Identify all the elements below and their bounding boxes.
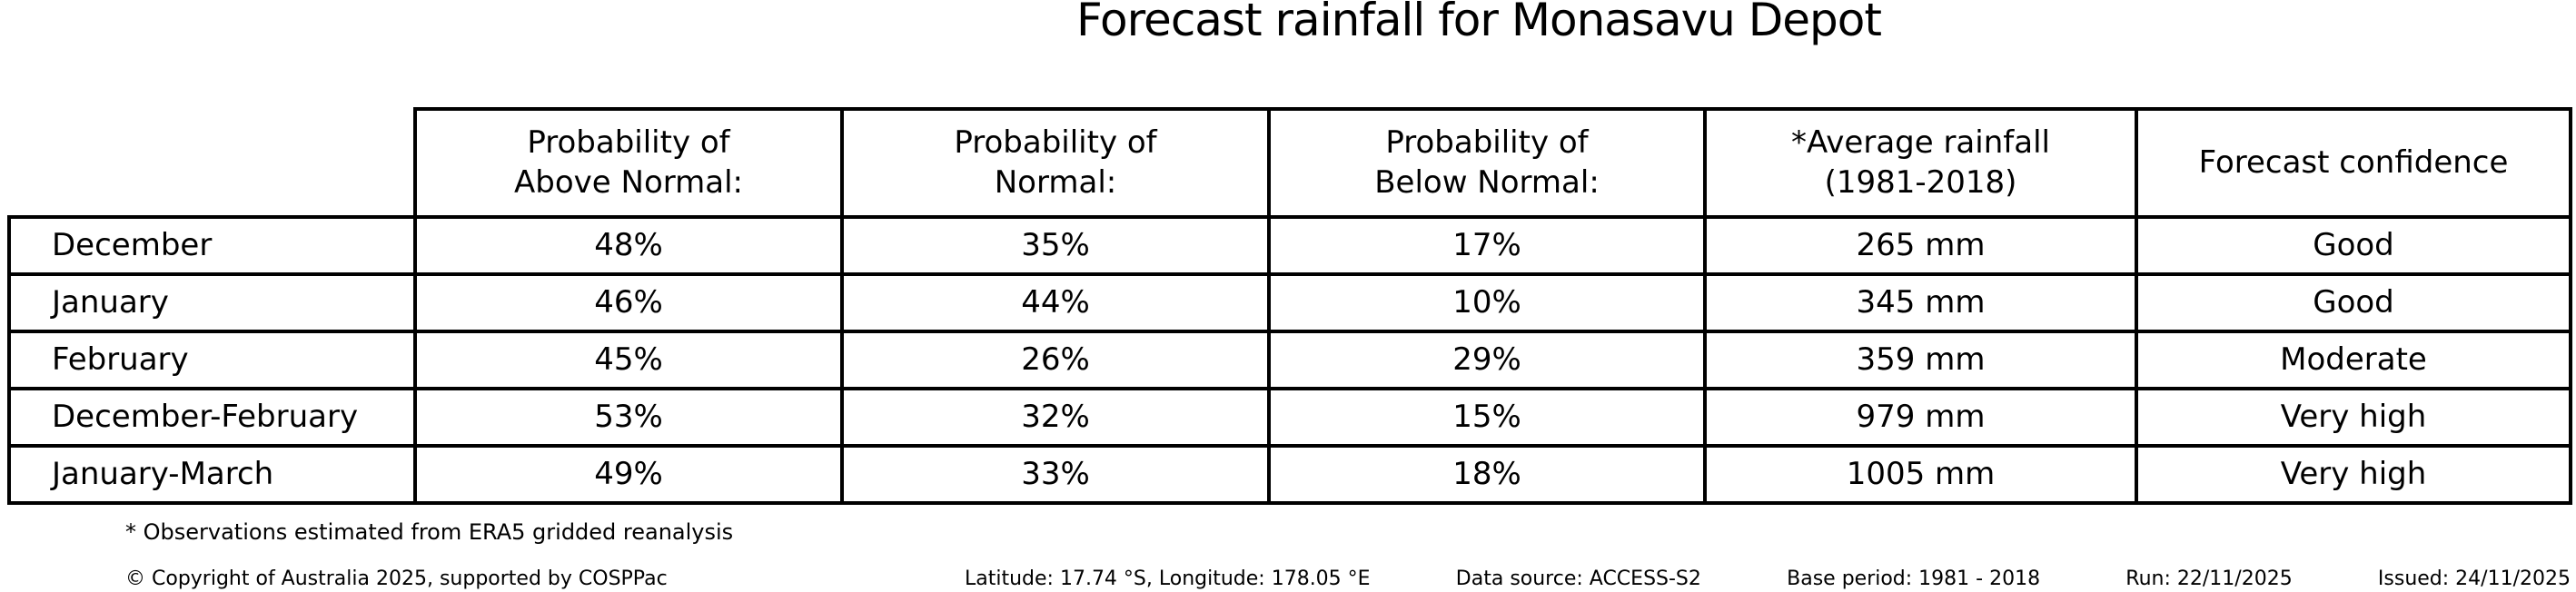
cell-february-below: 29% [1267, 330, 1707, 390]
header-text: Above Normal: [514, 163, 743, 201]
forecast-table: Probability of Above Normal: Probability… [7, 107, 2572, 505]
cell-february-above: 45% [413, 330, 844, 390]
cell-january-above: 46% [413, 272, 844, 333]
header-text: Forecast confidence [2198, 143, 2509, 181]
cell-december-february-confidence: Very high [2135, 387, 2572, 448]
cell-december-february-normal: 32% [840, 387, 1271, 448]
cell-february-normal: 26% [840, 330, 1271, 390]
table-row-january: January 46% 44% 10% 345 mm Good [7, 272, 2572, 333]
header-text: Below Normal: [1374, 163, 1600, 201]
header-cell-below-normal: Probability of Below Normal: [1267, 107, 1707, 219]
header-cell-forecast-confidence: Forecast confidence [2135, 107, 2572, 219]
table-header-row: Probability of Above Normal: Probability… [9, 107, 2572, 219]
copyright-text: © Copyright of Australia 2025, supported… [125, 567, 668, 590]
header-text: Probability of [954, 123, 1157, 161]
cell-december-above: 48% [413, 215, 844, 276]
table-row-january-march: January-March 49% 33% 18% 1005 mm Very h… [7, 444, 2572, 505]
header-cell-normal: Probability of Normal: [840, 107, 1271, 219]
cell-january-march-below: 18% [1267, 444, 1707, 505]
table-row-february: February 45% 26% 29% 359 mm Moderate [7, 330, 2572, 390]
row-label-december: December [7, 215, 417, 276]
page-title: Forecast rainfall for Monasavu Depot [1076, 0, 1882, 46]
cell-february-confidence: Moderate [2135, 330, 2572, 390]
cell-december-confidence: Good [2135, 215, 2572, 276]
issued-date-text: Issued: 24/11/2025 [2377, 567, 2571, 590]
row-label-january: January [7, 272, 417, 333]
cell-december-february-below: 15% [1267, 387, 1707, 448]
cell-december-below: 17% [1267, 215, 1707, 276]
table-row-december: December 48% 35% 17% 265 mm Good [7, 215, 2572, 276]
run-date-text: Run: 22/11/2025 [2125, 567, 2293, 590]
header-cell-average-rainfall: *Average rainfall (1981-2018) [1703, 107, 2138, 219]
cell-december-average: 265 mm [1703, 215, 2138, 276]
data-source-text: Data source: ACCESS-S2 [1455, 567, 1701, 590]
header-text: Normal: [994, 163, 1117, 201]
header-text: (1981-2018) [1824, 163, 2017, 201]
header-text: Probability of [527, 123, 730, 161]
cell-january-march-normal: 33% [840, 444, 1271, 505]
cell-december-normal: 35% [840, 215, 1271, 276]
header-cell-blank [9, 109, 415, 217]
cell-december-february-above: 53% [413, 387, 844, 448]
cell-january-march-confidence: Very high [2135, 444, 2572, 505]
cell-january-march-above: 49% [413, 444, 844, 505]
cell-december-february-average: 979 mm [1703, 387, 2138, 448]
row-label-january-march: January-March [7, 444, 417, 505]
cell-january-below: 10% [1267, 272, 1707, 333]
cell-january-average: 345 mm [1703, 272, 2138, 333]
header-cell-above-normal: Probability of Above Normal: [413, 107, 844, 219]
cell-january-march-average: 1005 mm [1703, 444, 2138, 505]
page-title-container: Forecast rainfall for Monasavu Depot [381, 0, 2576, 44]
cell-february-average: 359 mm [1703, 330, 2138, 390]
cell-january-normal: 44% [840, 272, 1271, 333]
footer-meta-group: Latitude: 17.74 °S, Longitude: 178.05 °E… [965, 567, 2571, 590]
base-period-text: Base period: 1981 - 2018 [1787, 567, 2041, 590]
table-row-december-february: December-February 53% 32% 15% 979 mm Ver… [7, 387, 2572, 448]
header-text: *Average rainfall [1791, 123, 2050, 161]
row-label-december-february: December-February [7, 387, 417, 448]
location-text: Latitude: 17.74 °S, Longitude: 178.05 °E [965, 567, 1371, 590]
row-label-february: February [7, 330, 417, 390]
cell-january-confidence: Good [2135, 272, 2572, 333]
header-text: Probability of [1385, 123, 1589, 161]
observations-footnote: * Observations estimated from ERA5 gridd… [125, 519, 734, 545]
